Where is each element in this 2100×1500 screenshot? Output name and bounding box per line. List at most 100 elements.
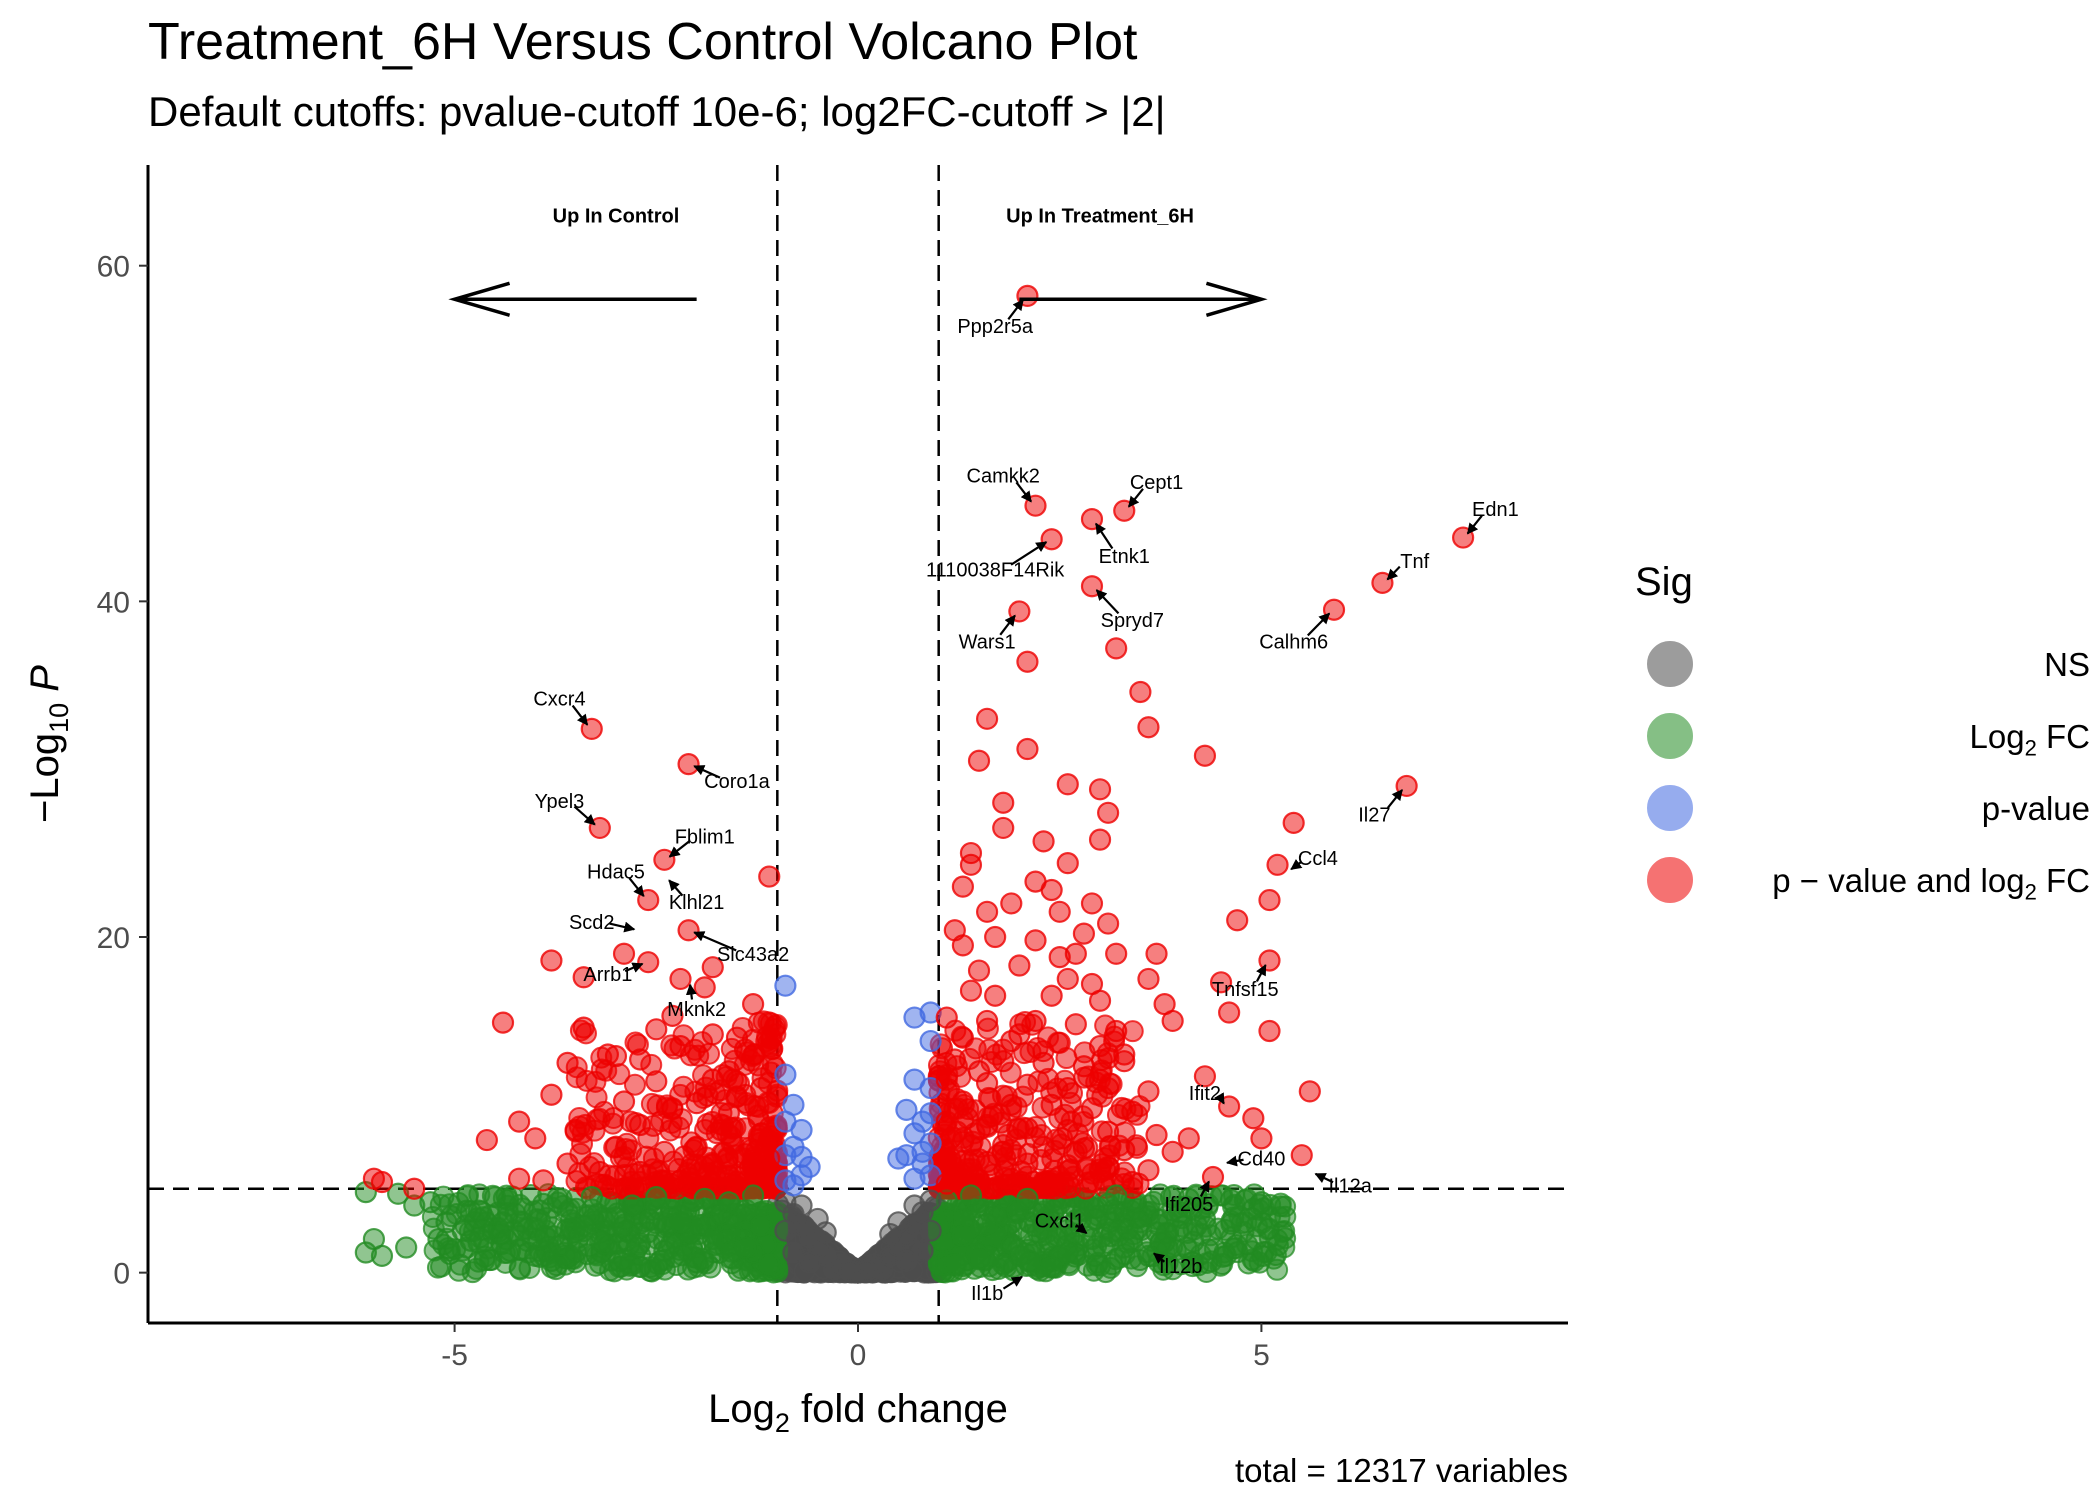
data-point-fc_p	[750, 1076, 773, 1100]
data-point-fc	[975, 1212, 999, 1236]
data-point-ns	[814, 1221, 837, 1244]
label-connector	[1466, 514, 1483, 535]
data-point-fc_p	[661, 1004, 684, 1027]
x-axis-title: Log2 fold change	[708, 1387, 1008, 1438]
data-point-fc_p	[725, 1170, 749, 1194]
data-point-fc_p	[1024, 929, 1047, 952]
data-point-fc_p	[1072, 1137, 1096, 1160]
data-point-fc_p	[693, 1155, 716, 1179]
fc-point	[1211, 1245, 1234, 1268]
gene-label: Il12b	[1159, 1256, 1202, 1278]
data-point-fc_p	[1137, 1159, 1160, 1182]
data-point-fc_p	[1048, 900, 1071, 923]
legend-item: Log2 FC	[1635, 708, 2090, 768]
data-point-fc_p	[758, 865, 781, 888]
data-point-p	[774, 1063, 797, 1086]
data-point-fc_p	[1040, 878, 1063, 902]
x-tick-label: -5	[441, 1339, 468, 1372]
data-point-fc	[556, 1201, 579, 1224]
label-connector	[668, 840, 690, 858]
sig-point	[623, 1073, 646, 1096]
data-point-fc_p	[677, 919, 700, 942]
gene-label: 1110038F14Rik	[926, 559, 1065, 581]
label-connector	[693, 931, 737, 952]
gene-label: Spryd7	[1101, 610, 1164, 632]
data-point-fc_p	[1008, 1023, 1031, 1046]
legend-label: Log2 FC	[1969, 718, 2090, 761]
data-point-fc_p	[1016, 1073, 1039, 1096]
legend-key-swatch	[1647, 713, 1693, 759]
data-point-fc_p	[1080, 1097, 1104, 1120]
data-point-ns	[879, 1222, 902, 1246]
data-point-fc_p	[959, 853, 983, 876]
data-point-fc_p	[508, 1110, 531, 1133]
data-point-fc	[1105, 1184, 1128, 1207]
sig-point	[1059, 1176, 1082, 1199]
gene-label: Cxcl1	[1035, 1211, 1085, 1233]
x-tick-label: 0	[850, 1339, 867, 1372]
label-connector	[693, 765, 721, 779]
data-point-fc	[1064, 1197, 1087, 1220]
data-point-fc_p	[677, 753, 700, 776]
gene-label: Ypel3	[535, 791, 585, 813]
data-point-fc_p	[1298, 1080, 1321, 1103]
data-point-fc_p	[1056, 1118, 1079, 1142]
data-point-fc_p	[1113, 1139, 1136, 1162]
data-point-fc_p	[1137, 716, 1160, 739]
data-point-fc_p	[709, 1118, 732, 1142]
data-point-fc_p	[685, 1135, 708, 1158]
label-connector	[573, 805, 596, 826]
data-point-fc	[459, 1229, 482, 1252]
data-point-p	[919, 1029, 942, 1053]
data-point-fc_p	[1218, 1001, 1241, 1024]
data-point-fc	[1250, 1191, 1273, 1214]
data-point-fc_p	[1282, 811, 1305, 834]
data-point-fc_p	[1161, 1140, 1184, 1163]
data-point-fc_p	[992, 816, 1015, 840]
data-point-ns	[911, 1239, 934, 1262]
data-point-fc_p	[1137, 1080, 1160, 1103]
data-point-fc_p	[370, 1170, 394, 1194]
legend-label: p − value and log2 FC	[1772, 862, 2090, 905]
fc-point	[430, 1255, 453, 1278]
data-point-fc	[1177, 1187, 1200, 1210]
fc-point	[508, 1257, 531, 1280]
data-point-fc_p	[984, 925, 1007, 949]
y-tick-label: 40	[97, 586, 130, 619]
data-point-fc_p	[1080, 892, 1104, 915]
data-point-fc	[1040, 1256, 1063, 1279]
legend-label: NS	[2044, 646, 2090, 683]
data-point-fc_p	[967, 1060, 991, 1083]
gene-label: Tnfsf15	[1212, 979, 1279, 1001]
direction-label: Up In Treatment_6H	[1006, 205, 1194, 227]
data-point-fc	[717, 1191, 741, 1214]
data-point-fc_p	[1258, 1019, 1281, 1043]
data-point-fc_p	[951, 875, 974, 898]
data-point-fc_p	[1088, 778, 1112, 801]
data-point-fc_p	[1016, 1117, 1039, 1140]
gene-label: Il12a	[1328, 1175, 1372, 1197]
data-point-fc_p	[1032, 1135, 1055, 1158]
data-point-fc	[693, 1187, 716, 1210]
data-point-fc_p	[967, 749, 991, 772]
data-point-fc	[467, 1199, 490, 1222]
label-connector	[1386, 565, 1401, 581]
data-point-fc_p	[992, 1050, 1015, 1073]
data-point-fc	[685, 1251, 708, 1274]
data-point-fc	[491, 1211, 515, 1234]
data-point-fc	[669, 1211, 692, 1234]
data-point-fc_p	[403, 1177, 426, 1200]
data-point-fc	[1032, 1217, 1055, 1241]
fc-point	[1094, 1261, 1117, 1284]
data-point-fc_p	[1056, 773, 1079, 796]
data-point-fc_p	[984, 984, 1007, 1007]
data-point-fc	[951, 1224, 974, 1247]
data-point-fc_p	[661, 1097, 684, 1120]
data-point-fc	[1113, 1236, 1136, 1259]
legend-title: Sig	[1635, 560, 1693, 604]
data-point-fc_p	[1226, 909, 1249, 932]
data-point-fc	[620, 1194, 644, 1217]
sig-point	[760, 1038, 783, 1061]
data-point-ns	[903, 1194, 926, 1217]
data-point-fc	[1161, 1199, 1184, 1222]
